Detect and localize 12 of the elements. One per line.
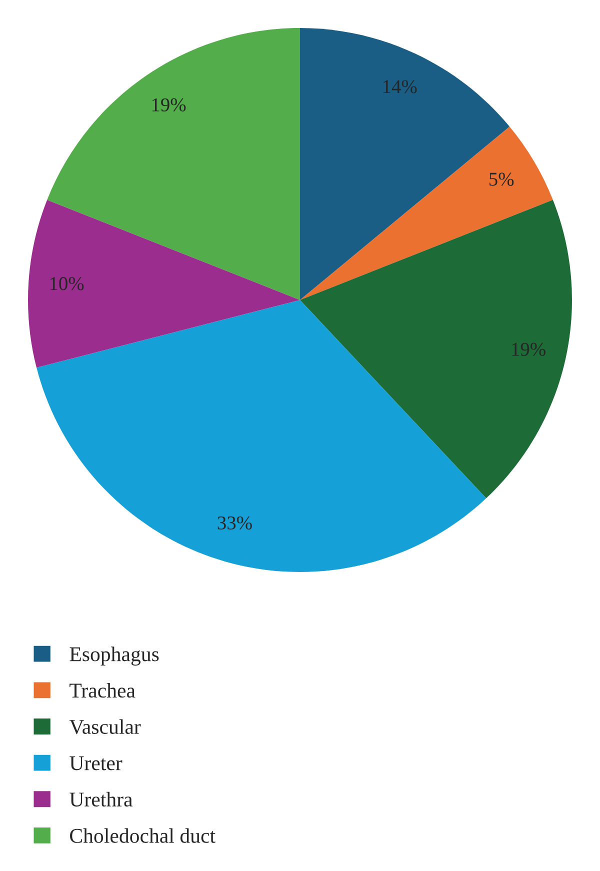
legend-label: Ureter: [70, 756, 122, 770]
legend-label: Choledochal duct: [70, 828, 216, 843]
data-label: 5%: [490, 172, 514, 186]
legend-label: Trachea: [70, 682, 136, 698]
data-label: 10%: [50, 277, 84, 290]
data-label: 19%: [152, 98, 186, 112]
data-label: 33%: [218, 516, 252, 530]
legend-label: Esophagus: [70, 646, 159, 666]
legend-label: Urethra: [70, 792, 132, 807]
legend-label: Vascular: [69, 719, 141, 734]
data-label: 14%: [383, 80, 417, 94]
data-label: 19%: [512, 342, 546, 356]
